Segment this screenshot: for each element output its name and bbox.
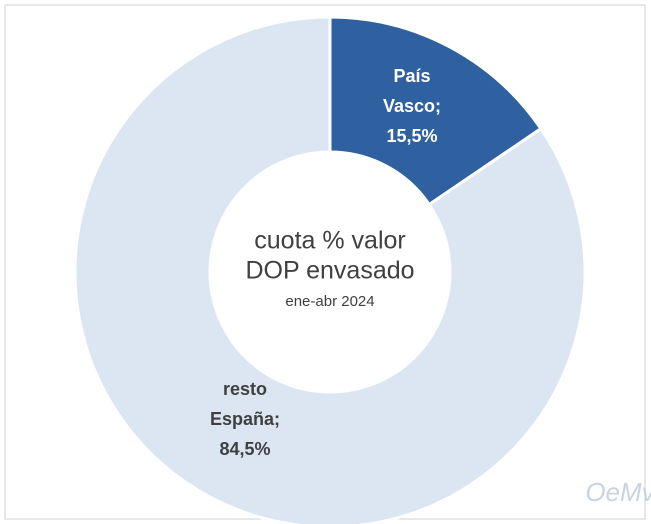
data-label: resto <box>223 379 267 399</box>
donut-slice <box>73 15 587 524</box>
donut-slice <box>328 15 543 207</box>
data-label: España; <box>210 409 280 429</box>
center-text: DOP envasado <box>245 257 414 285</box>
data-label: País <box>393 66 430 86</box>
data-label-value: 15,5% <box>386 126 437 146</box>
center-text: cuota % valor <box>254 227 405 255</box>
data-label-value: 84,5% <box>219 439 270 459</box>
data-label: Vasco; <box>383 96 441 116</box>
donut <box>73 15 587 524</box>
center-subtext: ene-abr 2024 <box>285 293 374 310</box>
watermark: OeMv <box>585 477 651 507</box>
